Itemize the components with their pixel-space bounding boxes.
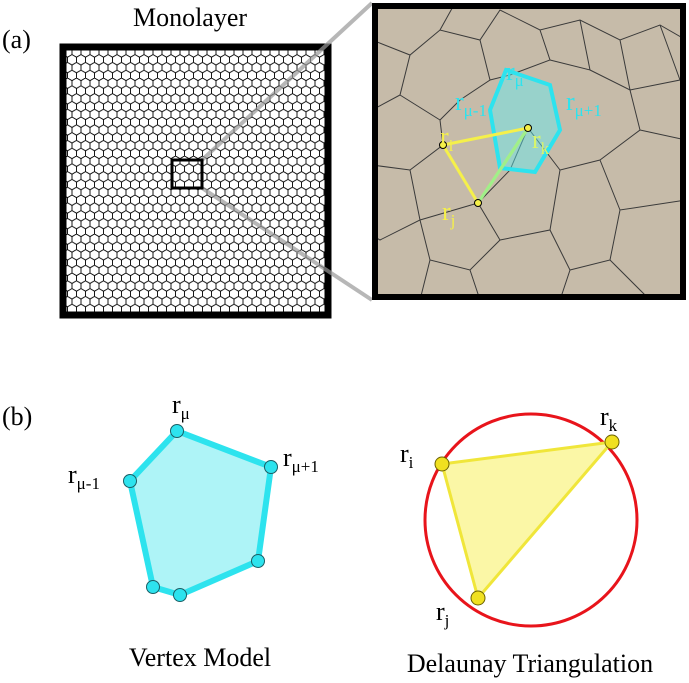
symbol: r — [566, 87, 575, 116]
zoom-box — [170, 158, 204, 190]
label: ri — [400, 439, 414, 472]
label: rk — [532, 125, 550, 158]
subscript: j — [444, 611, 450, 630]
delaunay-triangle — [440, 440, 616, 602]
symbol: r — [400, 439, 409, 468]
subscript: k — [541, 139, 550, 158]
symbol: r — [455, 87, 464, 116]
caption: Delaunay Triangulation — [407, 649, 653, 678]
subscript: μ-1 — [77, 474, 100, 493]
symbol: r — [506, 57, 515, 86]
zoom-connector — [200, 1, 374, 162]
label: rj — [442, 197, 455, 230]
panel-label: (a) — [2, 25, 31, 54]
label: rμ+1 — [283, 443, 319, 476]
subscript: μ — [515, 71, 524, 90]
subscript: i — [449, 136, 454, 155]
label: rμ-1 — [68, 460, 100, 493]
symbol: r — [283, 443, 292, 472]
subscript: k — [609, 416, 618, 435]
subscript: μ+1 — [292, 457, 319, 476]
label: rμ — [172, 390, 190, 423]
label: ri — [440, 122, 454, 155]
panel-title: Monolayer — [133, 3, 247, 32]
symbol: r — [440, 122, 449, 151]
symbol: r — [436, 597, 445, 626]
label: rk — [600, 402, 618, 435]
subscript: μ+1 — [575, 101, 602, 120]
label: rμ — [506, 57, 524, 90]
label: rμ+1 — [566, 87, 602, 120]
monolayer — [59, 43, 332, 319]
circumcircle — [423, 412, 639, 628]
subscript: i — [409, 453, 414, 472]
zoom-panel: rμ rμ-1 rμ+1 ri rj rk — [372, 3, 686, 300]
caption: Vertex Model — [129, 643, 271, 672]
subscript: j — [450, 211, 456, 230]
panel-label: (b) — [2, 402, 32, 431]
symbol: r — [68, 460, 77, 489]
zoom-connector — [200, 186, 374, 302]
label: rj — [436, 597, 449, 630]
label: rμ-1 — [455, 87, 487, 120]
zoom-frame — [372, 3, 686, 300]
subscript: μ — [181, 404, 190, 423]
subscript: μ-1 — [464, 101, 487, 120]
symbol: r — [532, 125, 541, 154]
symbol: r — [600, 402, 609, 431]
symbol: r — [172, 390, 181, 419]
vertex-polygon — [126, 427, 275, 599]
symbol: r — [442, 197, 451, 226]
